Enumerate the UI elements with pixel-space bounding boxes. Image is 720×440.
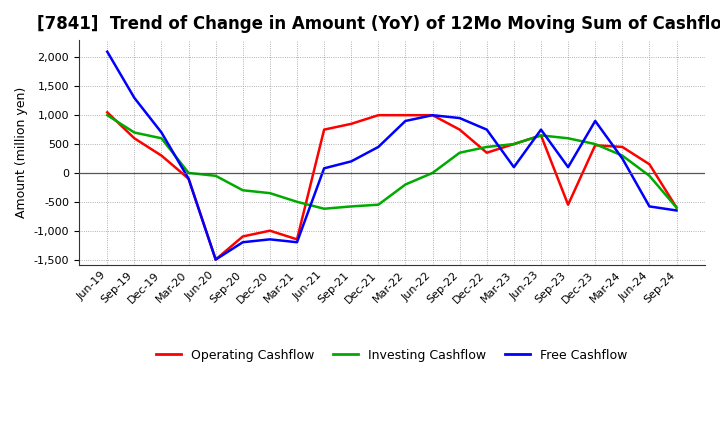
Investing Cashflow xyxy=(320,206,328,211)
Free Cashflow xyxy=(212,257,220,262)
Y-axis label: Amount (million yen): Amount (million yen) xyxy=(15,87,28,218)
Line: Investing Cashflow: Investing Cashflow xyxy=(107,115,677,209)
Investing Cashflow xyxy=(618,153,626,158)
Investing Cashflow xyxy=(347,204,356,209)
Free Cashflow xyxy=(482,127,491,132)
Investing Cashflow xyxy=(293,199,302,205)
Operating Cashflow xyxy=(238,234,247,239)
Free Cashflow xyxy=(536,127,545,132)
Operating Cashflow xyxy=(320,127,328,132)
Free Cashflow xyxy=(157,130,166,135)
Investing Cashflow xyxy=(130,130,139,135)
Operating Cashflow xyxy=(428,113,437,118)
Investing Cashflow xyxy=(157,136,166,141)
Operating Cashflow xyxy=(455,127,464,132)
Operating Cashflow xyxy=(645,161,654,167)
Operating Cashflow xyxy=(672,205,681,210)
Investing Cashflow xyxy=(428,170,437,176)
Free Cashflow xyxy=(618,156,626,161)
Free Cashflow xyxy=(645,204,654,209)
Investing Cashflow xyxy=(672,205,681,210)
Investing Cashflow xyxy=(238,187,247,193)
Free Cashflow xyxy=(238,240,247,245)
Free Cashflow xyxy=(130,95,139,100)
Title: [7841]  Trend of Change in Amount (YoY) of 12Mo Moving Sum of Cashflows: [7841] Trend of Change in Amount (YoY) o… xyxy=(37,15,720,33)
Investing Cashflow xyxy=(374,202,382,207)
Investing Cashflow xyxy=(212,173,220,179)
Operating Cashflow xyxy=(591,143,600,148)
Operating Cashflow xyxy=(266,228,274,233)
Free Cashflow xyxy=(103,49,112,54)
Operating Cashflow xyxy=(347,121,356,126)
Investing Cashflow xyxy=(564,136,572,141)
Investing Cashflow xyxy=(536,133,545,138)
Legend: Operating Cashflow, Investing Cashflow, Free Cashflow: Operating Cashflow, Investing Cashflow, … xyxy=(151,344,633,367)
Investing Cashflow xyxy=(645,173,654,179)
Investing Cashflow xyxy=(184,170,193,176)
Free Cashflow xyxy=(347,159,356,164)
Free Cashflow xyxy=(320,166,328,171)
Investing Cashflow xyxy=(401,182,410,187)
Free Cashflow xyxy=(591,118,600,124)
Operating Cashflow xyxy=(374,113,382,118)
Line: Free Cashflow: Free Cashflow xyxy=(107,51,677,260)
Operating Cashflow xyxy=(130,136,139,141)
Free Cashflow xyxy=(266,237,274,242)
Free Cashflow xyxy=(510,165,518,170)
Free Cashflow xyxy=(184,176,193,181)
Investing Cashflow xyxy=(266,191,274,196)
Free Cashflow xyxy=(428,113,437,118)
Free Cashflow xyxy=(293,240,302,245)
Operating Cashflow xyxy=(293,237,302,242)
Free Cashflow xyxy=(455,115,464,121)
Free Cashflow xyxy=(672,208,681,213)
Investing Cashflow xyxy=(510,141,518,147)
Operating Cashflow xyxy=(618,144,626,150)
Operating Cashflow xyxy=(401,113,410,118)
Operating Cashflow xyxy=(157,153,166,158)
Investing Cashflow xyxy=(455,150,464,155)
Investing Cashflow xyxy=(591,141,600,147)
Operating Cashflow xyxy=(482,150,491,155)
Operating Cashflow xyxy=(564,202,572,207)
Line: Operating Cashflow: Operating Cashflow xyxy=(107,112,677,260)
Investing Cashflow xyxy=(103,113,112,118)
Operating Cashflow xyxy=(510,141,518,147)
Free Cashflow xyxy=(374,144,382,150)
Investing Cashflow xyxy=(482,144,491,150)
Operating Cashflow xyxy=(212,257,220,262)
Operating Cashflow xyxy=(184,176,193,181)
Operating Cashflow xyxy=(103,110,112,115)
Operating Cashflow xyxy=(536,133,545,138)
Free Cashflow xyxy=(564,165,572,170)
Free Cashflow xyxy=(401,118,410,124)
